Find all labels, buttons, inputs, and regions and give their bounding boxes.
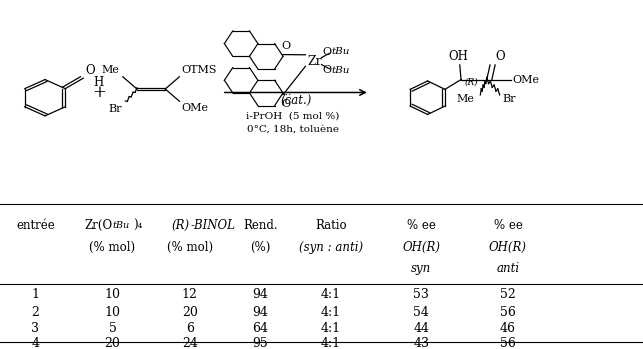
Text: O: O [86,64,95,77]
Text: Me: Me [102,65,120,75]
Text: (cat.): (cat.) [280,95,311,108]
Text: OH: OH [448,50,467,63]
Text: 2: 2 [32,306,39,319]
Text: O: O [323,47,332,57]
Text: tBu: tBu [113,221,130,230]
Text: 10: 10 [105,306,120,319]
Text: 24: 24 [182,337,197,349]
Text: O: O [282,98,291,109]
Text: 4:1: 4:1 [321,288,341,302]
Text: 4:1: 4:1 [321,322,341,335]
Text: -BINOL: -BINOL [191,218,236,232]
Text: 95: 95 [253,337,268,349]
Text: 3: 3 [32,322,39,335]
Text: +: + [93,84,107,101]
Text: OH(R): OH(R) [489,241,527,254]
Text: 94: 94 [253,306,268,319]
Text: anti: anti [496,262,520,275]
Text: 1: 1 [32,288,39,302]
Text: ···: ··· [282,91,291,100]
Text: (%): (%) [250,241,271,254]
Text: 20: 20 [105,337,120,349]
Text: 44: 44 [413,322,429,335]
Text: OMe: OMe [512,75,539,84]
Text: Ratio: Ratio [315,218,347,232]
Text: (% mol): (% mol) [89,241,136,254]
Text: 12: 12 [182,288,197,302]
Text: 6: 6 [186,322,194,335]
Text: 56: 56 [500,306,516,319]
Text: Br: Br [109,104,122,114]
Text: Zr(O: Zr(O [84,218,113,232]
Text: Zr: Zr [308,54,322,68]
Text: OTMS: OTMS [181,65,217,75]
Text: tBu: tBu [331,47,350,56]
Text: 4:1: 4:1 [321,306,341,319]
Text: H: H [94,76,104,89]
Text: 4:1: 4:1 [321,337,341,349]
Text: 43: 43 [413,337,429,349]
Text: O: O [282,41,291,51]
Text: 20: 20 [182,306,197,319]
Text: Rend.: Rend. [243,218,278,232]
Text: O: O [323,65,332,75]
Text: O: O [495,50,505,63]
Text: % ee: % ee [494,218,522,232]
Text: 10: 10 [105,288,120,302]
Text: 0°C, 18h, toluène: 0°C, 18h, toluène [246,125,339,134]
Text: (R): (R) [464,78,478,87]
Text: )₄: )₄ [133,218,143,232]
Text: 5: 5 [109,322,116,335]
Text: 64: 64 [253,322,268,335]
Text: 46: 46 [500,322,516,335]
Text: tBu: tBu [331,66,350,75]
Text: Me: Me [456,94,474,104]
Text: 53: 53 [413,288,429,302]
Text: 52: 52 [500,288,516,302]
Text: i-PrOH  (5 mol %): i-PrOH (5 mol %) [246,111,340,120]
Text: (% mol): (% mol) [167,241,213,254]
Text: 4: 4 [32,337,39,349]
Text: 54: 54 [413,306,429,319]
Text: Br: Br [503,94,516,104]
Text: (R): (R) [172,218,190,232]
Text: % ee: % ee [407,218,435,232]
Text: entrée: entrée [16,218,55,232]
Text: OH(R): OH(R) [402,241,440,254]
Text: OMe: OMe [181,103,208,113]
Text: 56: 56 [500,337,516,349]
Text: 94: 94 [253,288,268,302]
Text: (syn : anti): (syn : anti) [299,241,363,254]
Text: syn: syn [411,262,431,275]
